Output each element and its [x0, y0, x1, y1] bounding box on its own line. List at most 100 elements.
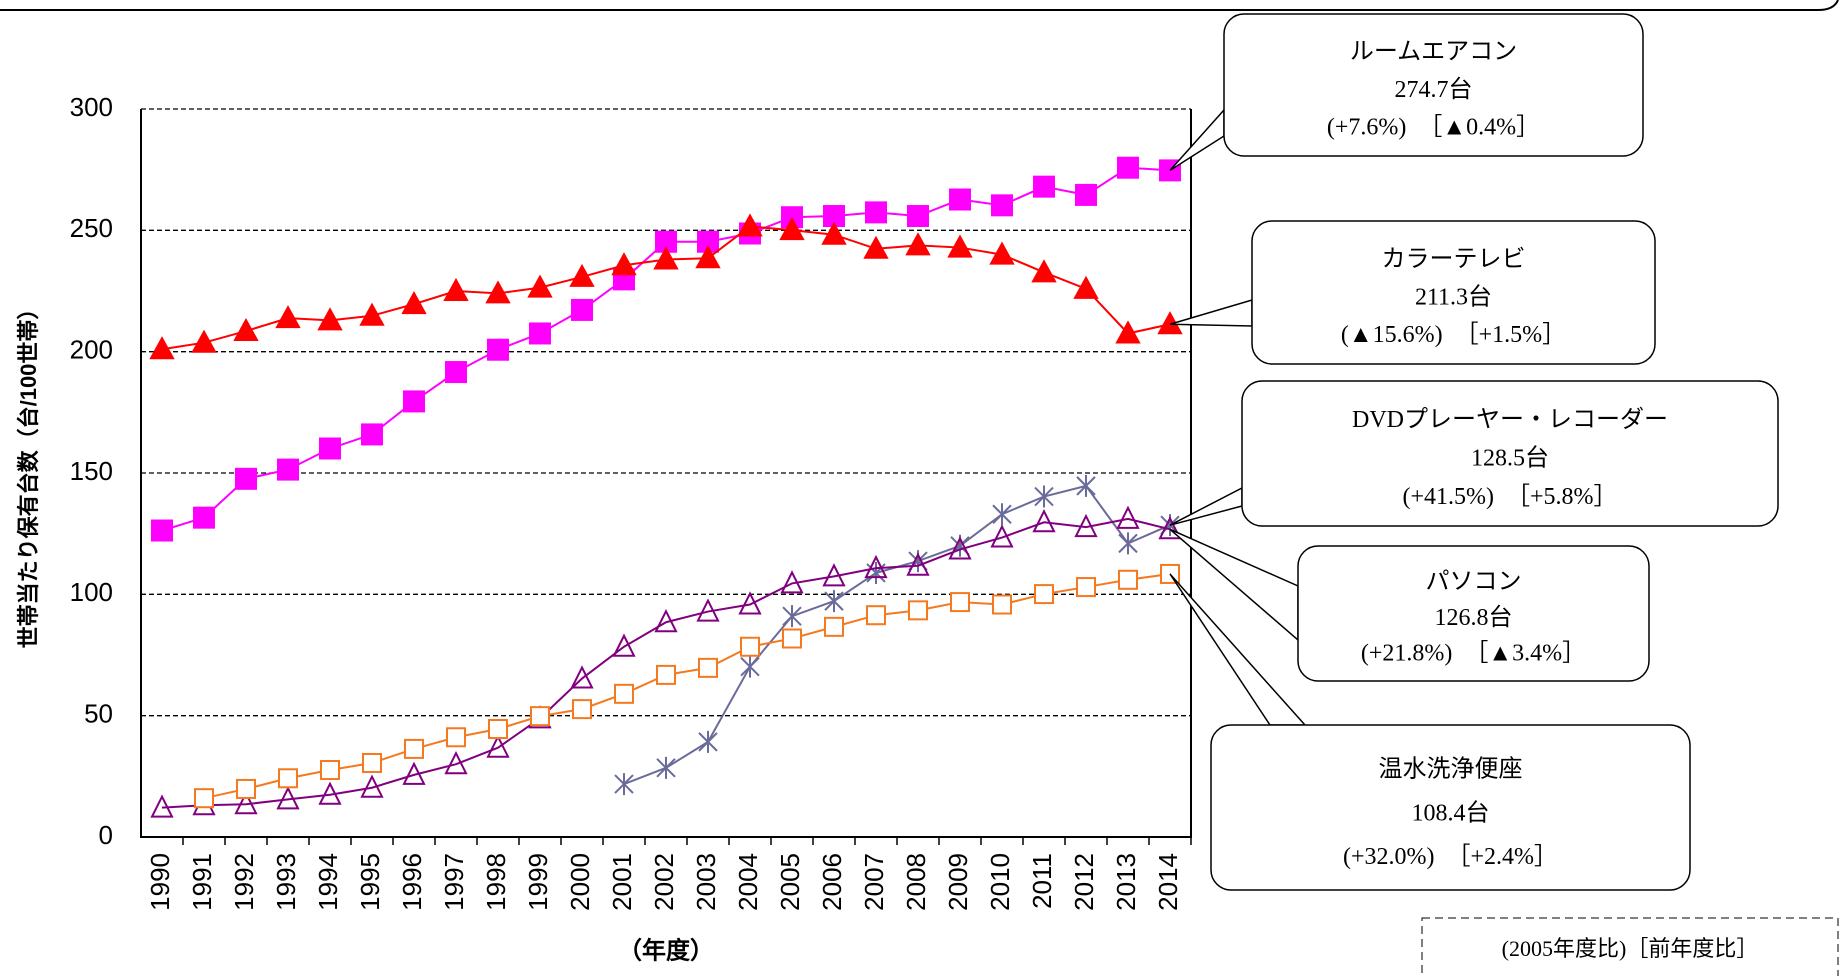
- callout-change: (+32.0%) ［+2.4%］: [1343, 843, 1558, 870]
- marker: [403, 390, 425, 413]
- marker: [782, 628, 802, 649]
- marker: [319, 437, 341, 460]
- x-tick-label: 2003: [691, 853, 721, 911]
- x-tick-label: 1991: [187, 853, 217, 911]
- marker: [443, 277, 469, 301]
- frame-edge: [0, 0, 1839, 11]
- series-line: [203, 572, 1171, 800]
- marker: [233, 317, 259, 342]
- marker: [949, 188, 971, 211]
- marker: [236, 778, 256, 799]
- marker: [1034, 485, 1054, 508]
- callout-value: 274.7台: [1395, 76, 1473, 103]
- callout-change: (+21.8%) ［▲3.4%］: [1361, 640, 1586, 667]
- callout-tail: [1169, 486, 1243, 526]
- x-tick-label: 2014: [1153, 853, 1183, 911]
- marker: [992, 503, 1012, 526]
- callout-box: [1223, 13, 1644, 157]
- marker: [780, 570, 804, 594]
- x-tick-label: 2008: [901, 853, 931, 911]
- marker: [863, 235, 889, 259]
- marker: [193, 506, 215, 529]
- marker: [740, 636, 760, 657]
- callout-value: 211.3台: [1415, 283, 1492, 310]
- marker: [947, 234, 973, 258]
- marker: [779, 217, 805, 241]
- marker: [1117, 156, 1139, 179]
- marker: [359, 302, 385, 326]
- marker: [865, 201, 887, 224]
- marker: [444, 750, 468, 775]
- callout-name: カラーテレビ: [1382, 245, 1526, 272]
- marker: [614, 773, 634, 796]
- x-tick-label: 1997: [439, 853, 469, 911]
- marker: [1158, 516, 1182, 540]
- y-tick-label: 50: [84, 699, 113, 729]
- x-tick-label: 2001: [607, 853, 637, 911]
- marker: [1118, 532, 1138, 555]
- x-tick-label: 2006: [817, 853, 847, 911]
- marker: [404, 738, 424, 759]
- marker: [194, 788, 214, 809]
- marker: [360, 774, 384, 798]
- marker: [529, 322, 551, 345]
- y-tick-label: 200: [70, 335, 113, 365]
- marker: [572, 699, 592, 720]
- y-tick-label: 100: [70, 577, 113, 607]
- marker: [150, 794, 174, 818]
- x-tick-label: 1995: [355, 853, 385, 911]
- callout-box: [1251, 220, 1656, 365]
- marker: [1076, 577, 1096, 598]
- x-tick-label: 2005: [775, 853, 805, 911]
- marker: [990, 524, 1014, 548]
- marker: [695, 245, 721, 269]
- y-tick-label: 250: [70, 213, 113, 243]
- note: (2005年度比)［前年度比］: [1502, 936, 1759, 961]
- marker: [989, 241, 1015, 265]
- callout-name: ルームエアコン: [1350, 39, 1517, 65]
- x-tick-label: 1998: [481, 853, 511, 911]
- marker: [486, 734, 510, 758]
- x-tick-label: 2009: [943, 853, 973, 911]
- marker: [698, 730, 718, 753]
- marker: [487, 338, 509, 361]
- callout-change: (+41.5%) ［+5.8%］: [1402, 483, 1617, 510]
- marker: [905, 232, 931, 256]
- marker: [277, 458, 299, 481]
- marker: [1073, 275, 1099, 299]
- marker: [445, 361, 467, 384]
- callout-value: 108.4台: [1412, 799, 1490, 826]
- marker: [530, 706, 550, 727]
- x-tick-label: 1994: [313, 853, 343, 911]
- note-box: [1421, 917, 1839, 976]
- marker: [950, 592, 970, 613]
- y-tick-label: 300: [70, 92, 113, 122]
- marker: [1076, 474, 1096, 497]
- marker: [656, 756, 676, 779]
- marker: [656, 664, 676, 685]
- marker: [1031, 259, 1057, 283]
- marker: [908, 600, 928, 621]
- marker: [906, 552, 930, 576]
- series-line: [161, 166, 1171, 532]
- x-tick-label: 2010: [985, 853, 1015, 911]
- marker: [1034, 584, 1054, 605]
- x-tick-label: 2002: [649, 853, 679, 911]
- callout-tail: [1169, 528, 1299, 642]
- x-tick-label: 2012: [1069, 853, 1099, 911]
- marker: [318, 781, 342, 805]
- x-tick-label: 1992: [229, 853, 259, 911]
- marker: [611, 252, 637, 276]
- marker: [824, 590, 844, 613]
- marker: [151, 519, 173, 542]
- marker: [821, 221, 847, 245]
- marker: [527, 274, 553, 298]
- marker: [191, 329, 217, 353]
- x-tick-label: 2007: [859, 853, 889, 911]
- marker: [361, 423, 383, 446]
- callout-name: DVDプレーヤー・レコーダー: [1352, 406, 1668, 433]
- marker: [362, 752, 382, 773]
- plot-frame: [140, 109, 1192, 838]
- marker: [278, 768, 298, 789]
